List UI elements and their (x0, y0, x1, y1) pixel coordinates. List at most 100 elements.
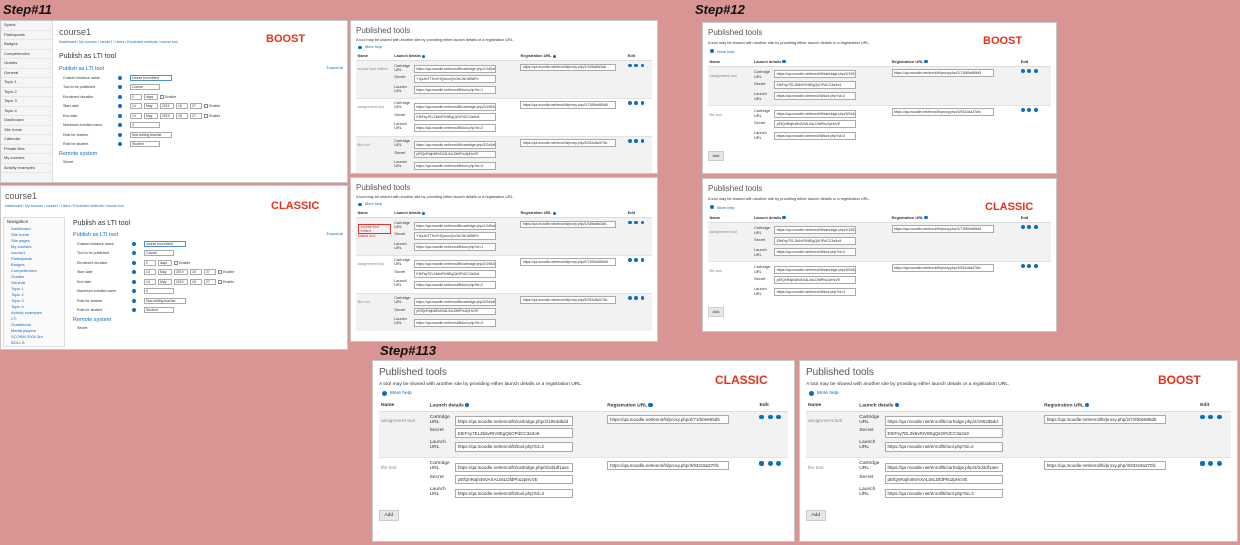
help-icon[interactable] (118, 123, 122, 128)
launch-detail-value[interactable]: E8rFsy7ELZk6vRIV8EgQkOPdCC3a3o9 (414, 269, 497, 278)
hide-icon[interactable] (1208, 414, 1214, 420)
settings-icon[interactable] (640, 296, 645, 301)
nav-drawer-item[interactable]: Topic 3 (1, 97, 52, 107)
launch-detail-value[interactable]: https://qa.moodle.net/enrol/lti/tool.php… (414, 86, 497, 94)
more-help-link[interactable]: More help (358, 202, 652, 206)
launch-detail-value[interactable]: https://qa.moodle.net/enrol/lti/cartridg… (455, 462, 574, 473)
launch-detail-value[interactable]: https://qa.moodle.net/enrol/lti/cartridg… (414, 140, 497, 149)
enable-checkbox[interactable] (160, 94, 164, 99)
form-input[interactable]: May (144, 103, 158, 110)
add-button[interactable]: Add (379, 510, 399, 522)
launch-detail-value[interactable]: https://qa.moodle.net/enrol/lti/cartridg… (414, 222, 497, 230)
nav-tree-item[interactable]: General (11, 280, 26, 285)
add-button[interactable]: Add (806, 510, 826, 522)
launch-detail-value[interactable]: Ynj1AbTTKxVHQzoxcQvGkCAKUfB8Fb (414, 231, 497, 240)
launch-detail-value[interactable]: pEfQnRajh48VAXAL0sLDfdPhu2pHcVE (414, 307, 497, 316)
help-icon[interactable] (552, 54, 556, 59)
help-icon[interactable] (132, 241, 136, 246)
help-icon[interactable] (464, 402, 470, 408)
form-input[interactable]: 14 (130, 112, 142, 119)
delete-icon[interactable] (759, 460, 765, 466)
form-input[interactable]: Student (144, 307, 174, 314)
launch-detail-value[interactable]: https://qa.moodle.net/enrol/lti/tool.php… (884, 488, 1003, 499)
hide-icon[interactable] (634, 220, 639, 225)
launch-detail-value[interactable]: https://qa.moodle.net/enrol/lti/tool.php… (455, 442, 574, 452)
hide-icon[interactable] (634, 101, 639, 106)
hide-icon[interactable] (767, 460, 773, 466)
form-input[interactable]: 0 (144, 288, 174, 295)
settings-icon[interactable] (1033, 68, 1038, 73)
settings-icon[interactable] (640, 258, 645, 263)
help-icon[interactable] (421, 211, 426, 216)
hide-icon[interactable] (634, 258, 639, 263)
help-icon[interactable] (132, 289, 136, 294)
nav-drawer-item[interactable]: Participants (1, 31, 52, 40)
form-input[interactable]: May (158, 278, 172, 285)
form-input[interactable]: 0 (130, 93, 142, 100)
breadcrumb[interactable]: Dashboard / My courses / course1 / Users… (59, 40, 178, 44)
form-input[interactable]: days (144, 93, 158, 100)
help-icon[interactable] (132, 251, 136, 256)
form-input[interactable]: 2019 (174, 269, 188, 276)
nav-tree-item[interactable]: Topic 3 (11, 298, 24, 303)
launch-detail-value[interactable]: https://qa.moodle.net/enrol/lti/tool.php… (414, 280, 497, 289)
nav-drawer-item[interactable]: Site home (1, 126, 52, 135)
help-icon[interactable] (132, 298, 136, 303)
enable-checkbox[interactable] (174, 260, 178, 265)
nav-drawer-item[interactable]: Private files (1, 145, 52, 154)
registration-url-value[interactable]: https://qa.moodle.net/enrol/lti/proxy.ph… (1044, 460, 1167, 471)
delete-icon[interactable] (1020, 224, 1025, 229)
nav-drawer-item[interactable]: Sports (1, 21, 52, 31)
nav-tree-item[interactable]: Dashboard (11, 226, 31, 231)
form-input[interactable]: 15 (190, 269, 202, 276)
launch-detail-value[interactable]: https://qa.moodle.net/enrol/lti/cartridg… (414, 102, 497, 111)
section-remote-system[interactable]: Remote system (73, 317, 112, 323)
nav-drawer-item[interactable]: General (1, 69, 52, 78)
nav-tree-item[interactable]: LTI (11, 316, 17, 321)
more-help-link[interactable]: More help (808, 391, 1231, 396)
help-icon[interactable] (1085, 402, 1090, 408)
delete-icon[interactable] (1200, 460, 1205, 466)
settings-icon[interactable] (640, 101, 645, 106)
launch-detail-value[interactable]: https://qa.moodle.net/enrol/lti/cartridg… (884, 416, 1003, 426)
help-icon[interactable] (118, 75, 122, 80)
nav-drawer-item[interactable]: Competencies (1, 50, 52, 59)
delete-icon[interactable] (627, 139, 632, 144)
hide-icon[interactable] (1027, 224, 1032, 229)
nav-tree-item[interactable]: Site home (11, 232, 30, 237)
delete-icon[interactable] (627, 63, 632, 68)
more-help-link[interactable]: More help (381, 391, 788, 396)
nav-drawer-item[interactable]: Grades (1, 59, 52, 69)
settings-icon[interactable] (1216, 414, 1222, 420)
nav-tree-item[interactable]: Site pages (11, 238, 30, 243)
settings-icon[interactable] (776, 414, 781, 420)
form-input[interactable]: 2019 (160, 103, 174, 110)
add-button[interactable]: Add (708, 150, 724, 161)
help-icon[interactable] (421, 54, 426, 59)
registration-url-value[interactable]: https://qa.moodle.net/enrol/lti/proxy.ph… (891, 264, 994, 273)
launch-detail-value[interactable]: pEfQnRajh48VAXAL0sLDfdPhu2pHcVE (774, 120, 857, 129)
hide-icon[interactable] (1027, 68, 1032, 73)
launch-detail-value[interactable]: Ynj1AbTTKxVHQzoxcQvGkCAKUfB8Fb (414, 74, 497, 83)
hide-icon[interactable] (1027, 264, 1032, 269)
form-input[interactable]: 27 (204, 269, 216, 276)
launch-detail-value[interactable]: https://qa.moodle.net/enrol/lti/cartridg… (414, 259, 497, 268)
registration-url-value[interactable]: https://qa.moodle.net/enrol/lti/proxy.ph… (520, 296, 617, 305)
help-icon[interactable] (132, 308, 136, 313)
launch-detail-value[interactable]: E8rFsy7ELZk6vRIV8EgQkOPdCC3a3o9 (414, 112, 497, 121)
launch-detail-value[interactable]: https://qa.moodle.net/enrol/lti/cartridg… (774, 226, 857, 235)
help-icon[interactable] (552, 211, 556, 216)
settings-icon[interactable] (1033, 224, 1038, 229)
nav-drawer-item[interactable]: Topic 2 (1, 88, 52, 97)
more-help-link[interactable]: More help (710, 49, 1051, 54)
launch-detail-value[interactable]: E8rFsy7ELZk6vRIV8EgQkOPdCC3a3o9 (774, 236, 857, 245)
help-icon[interactable] (924, 59, 928, 64)
delete-icon[interactable] (627, 220, 632, 225)
nav-drawer-item[interactable]: Topic 1 (1, 78, 52, 88)
help-icon[interactable] (782, 59, 786, 64)
settings-icon[interactable] (640, 63, 645, 68)
nav-tree-item[interactable]: Topic 4 (11, 304, 24, 309)
registration-url-value[interactable]: https://qa.moodle.net/enrol/lti/proxy.ph… (520, 220, 617, 229)
form-input[interactable]: May (144, 112, 158, 119)
launch-detail-value[interactable]: https://qa.moodle.net/enrol/lti/cartridg… (774, 265, 857, 274)
